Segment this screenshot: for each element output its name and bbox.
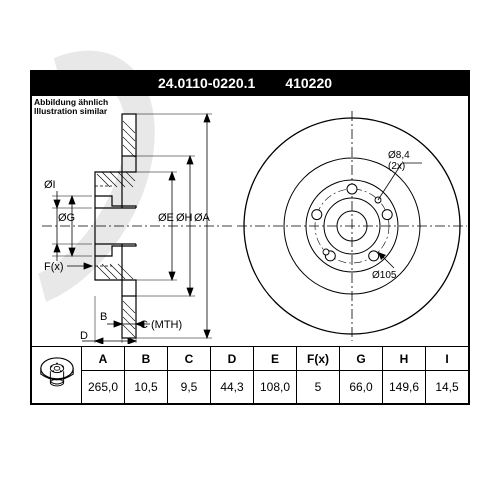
label-F: F(x)	[44, 261, 64, 273]
col-A: A 265,0	[82, 347, 125, 403]
label-D: D	[80, 330, 88, 342]
val-D: 44,3	[211, 371, 253, 403]
head-I: I	[426, 347, 468, 371]
val-G: 66,0	[340, 371, 382, 403]
val-C: 9,5	[168, 371, 210, 403]
col-H: H 149,6	[383, 347, 426, 403]
col-E: E 108,0	[254, 347, 297, 403]
pcd-label: Ø105	[372, 270, 397, 281]
head-D: D	[211, 347, 253, 371]
head-G: G	[340, 347, 382, 371]
head-C: C	[168, 347, 210, 371]
col-D: D 44,3	[211, 347, 254, 403]
frame-border	[468, 70, 470, 405]
head-A: A	[82, 347, 124, 371]
label-A: ØA	[194, 212, 211, 224]
val-F: 5	[297, 371, 339, 403]
bolt-hole-label-2: (2x)	[388, 161, 405, 172]
label-I: ØI	[44, 179, 56, 191]
val-E: 108,0	[254, 371, 296, 403]
val-B: 10,5	[125, 371, 167, 403]
val-A: 265,0	[82, 371, 124, 403]
val-I: 14,5	[426, 371, 468, 403]
disc-icon-cell	[32, 347, 82, 403]
col-B: B 10,5	[125, 347, 168, 403]
label-H: ØH	[176, 212, 193, 224]
head-E: E	[254, 347, 296, 371]
part-number: 24.0110-0220.1	[158, 75, 255, 91]
col-G: G 66,0	[340, 347, 383, 403]
bolt-hole-label-1: Ø8,4	[388, 150, 410, 161]
brake-disc-icon	[38, 353, 76, 397]
title-bar: 24.0110-0220.1 410220	[30, 70, 470, 96]
head-H: H	[383, 347, 425, 371]
label-B: B	[100, 311, 107, 323]
col-I: I 14,5	[426, 347, 468, 403]
val-H: 149,6	[383, 371, 425, 403]
technical-drawing: ØI ØG ØE ØH ØA F(x) B C (MTH) D	[32, 96, 468, 344]
head-F: F(x)	[297, 347, 339, 371]
short-number: 410220	[285, 75, 332, 91]
col-C: C 9,5	[168, 347, 211, 403]
head-B: B	[125, 347, 167, 371]
label-C: C (MTH)	[140, 319, 182, 331]
drawing-frame: 24.0110-0220.1 410220 Abbildung ähnlich …	[30, 70, 470, 405]
dimension-table: A 265,0 B 10,5 C 9,5 D 44,3 E 108,0 F(x)…	[32, 346, 468, 403]
label-G: ØG	[58, 212, 75, 224]
label-E: ØE	[158, 212, 174, 224]
frame-border	[30, 403, 470, 405]
col-F: F(x) 5	[297, 347, 340, 403]
